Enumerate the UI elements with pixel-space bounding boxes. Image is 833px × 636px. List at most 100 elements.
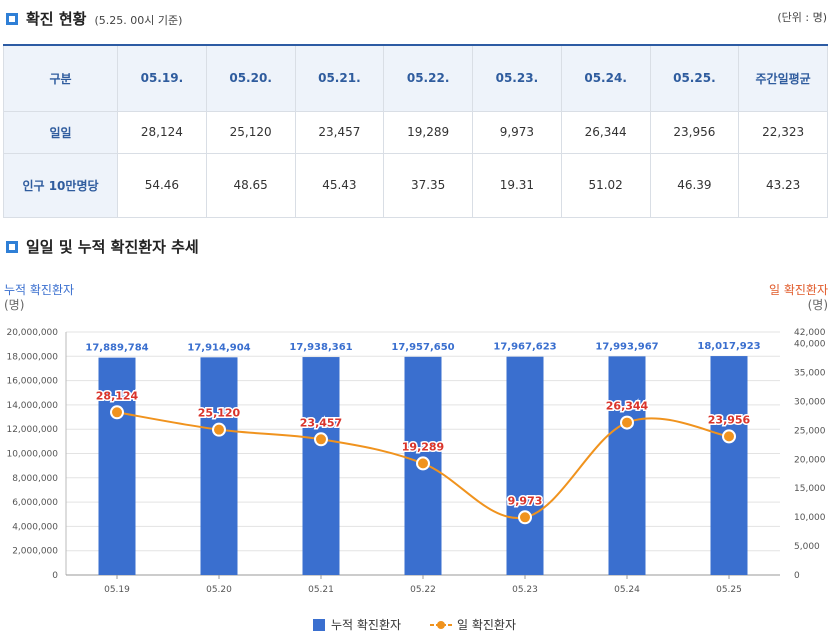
col-header: 05.22. bbox=[383, 44, 473, 112]
table-corner-header: 구분 bbox=[3, 44, 118, 112]
line-data-label: 25,120 bbox=[198, 407, 241, 420]
bar-data-label: 17,938,361 bbox=[289, 342, 352, 353]
x-tick-label: 05.22 bbox=[410, 585, 436, 595]
line-point bbox=[518, 510, 532, 525]
left-tick-label: 18,000,000 bbox=[6, 352, 58, 362]
table-cell: 37.35 bbox=[383, 152, 473, 218]
legend-bar-label: 누적 확진환자 bbox=[331, 618, 401, 632]
row-header: 일일 bbox=[3, 110, 118, 154]
line-data-label: 26,344 bbox=[606, 400, 649, 413]
x-tick-label: 05.23 bbox=[512, 585, 538, 595]
unit-label: (단위 : 명) bbox=[777, 11, 827, 24]
x-tick-label: 05.20 bbox=[206, 585, 232, 595]
table-cell: 48.65 bbox=[205, 152, 296, 218]
right-tick-label: 30,000 bbox=[794, 397, 826, 407]
col-header: 주간일평균 bbox=[738, 44, 828, 112]
bar-cumulative bbox=[200, 357, 238, 575]
status-subtitle: (5.25. 00시 기준) bbox=[94, 14, 183, 27]
x-tick-label: 05.24 bbox=[614, 585, 640, 595]
left-tick-label: 16,000,000 bbox=[6, 377, 58, 387]
line-point bbox=[110, 405, 124, 420]
table-cell: 25,120 bbox=[205, 110, 296, 154]
col-header: 05.21. bbox=[294, 44, 385, 112]
bar-data-label: 17,889,784 bbox=[85, 343, 148, 354]
table-row-per100k: 인구 10만명당 54.46 48.65 45.43 37.35 19.31 5… bbox=[3, 152, 828, 218]
status-title: 확진 현황 bbox=[26, 10, 87, 28]
right-tick-label: 0 bbox=[794, 571, 800, 581]
x-tick-label: 05.25 bbox=[716, 585, 742, 595]
bar-cumulative bbox=[98, 357, 136, 575]
right-tick-label: 35,000 bbox=[794, 369, 826, 379]
trend-title: 일일 및 누적 확진환자 추세 bbox=[26, 238, 199, 256]
x-tick-label: 05.19 bbox=[104, 585, 130, 595]
table-cell: 51.02 bbox=[560, 152, 651, 218]
table-header-row: 구분 05.19. 05.20. 05.21. 05.22. 05.23. 05… bbox=[3, 44, 828, 112]
right-axis-title: 일 확진환자 bbox=[769, 283, 828, 297]
line-data-label: 23,956 bbox=[708, 413, 751, 426]
col-header: 05.20. bbox=[205, 44, 296, 112]
table-cell: 23,457 bbox=[294, 110, 385, 154]
col-header: 05.24. bbox=[560, 44, 651, 112]
right-tick-label: 42,000 bbox=[794, 328, 826, 338]
line-point bbox=[314, 432, 328, 447]
bar-cumulative bbox=[608, 356, 646, 575]
right-tick-label: 25,000 bbox=[794, 426, 826, 436]
right-tick-label: 10,000 bbox=[794, 513, 826, 523]
bar-cumulative bbox=[302, 357, 340, 575]
table-cell: 9,973 bbox=[472, 110, 562, 154]
left-tick-label: 2,000,000 bbox=[12, 547, 58, 557]
table-cell: 19,289 bbox=[383, 110, 473, 154]
right-tick-label: 20,000 bbox=[794, 455, 826, 465]
bar-data-label: 17,993,967 bbox=[595, 341, 658, 352]
left-axis-title: 누적 확진환자 bbox=[4, 283, 74, 297]
left-tick-label: 10,000,000 bbox=[6, 450, 58, 460]
line-data-label: 19,289 bbox=[402, 440, 444, 453]
left-tick-label: 8,000,000 bbox=[12, 474, 58, 484]
table-cell: 45.43 bbox=[294, 152, 385, 218]
right-tick-label: 5,000 bbox=[794, 542, 820, 552]
table-cell: 54.46 bbox=[117, 152, 207, 218]
right-tick-label: 15,000 bbox=[794, 484, 826, 494]
line-point bbox=[620, 415, 634, 430]
legend-line-marker bbox=[437, 621, 445, 629]
section-square-icon bbox=[6, 241, 18, 253]
left-tick-label: 12,000,000 bbox=[6, 425, 58, 435]
col-header: 05.25. bbox=[649, 44, 740, 112]
table-cell: 23,956 bbox=[649, 110, 740, 154]
section-square-icon bbox=[6, 13, 18, 25]
trend-chart: 누적 확진환자(명)일 확진환자(명)02,000,0004,000,0006,… bbox=[4, 283, 828, 632]
left-axis-unit: (명) bbox=[4, 298, 24, 312]
status-section-header: 확진 현황 (5.25. 00시 기준) bbox=[6, 8, 182, 29]
legend-bar-swatch bbox=[313, 619, 325, 631]
table-cell: 22,323 bbox=[738, 110, 828, 154]
table-cell: 19.31 bbox=[472, 152, 562, 218]
bar-data-label: 18,017,923 bbox=[697, 341, 760, 352]
table-cell: 43.23 bbox=[738, 152, 828, 218]
line-data-label: 23,457 bbox=[300, 416, 342, 429]
bar-data-label: 17,967,623 bbox=[493, 342, 556, 353]
table-cell: 26,344 bbox=[560, 110, 651, 154]
line-point bbox=[722, 429, 736, 444]
right-axis-unit: (명) bbox=[808, 298, 828, 312]
table-cell: 46.39 bbox=[649, 152, 740, 218]
line-point bbox=[416, 456, 430, 471]
left-tick-label: 14,000,000 bbox=[6, 401, 58, 411]
legend-line-label: 일 확진환자 bbox=[457, 618, 516, 632]
bar-data-label: 17,914,904 bbox=[187, 342, 250, 353]
line-data-label: 28,124 bbox=[96, 389, 139, 402]
x-tick-label: 05.21 bbox=[308, 585, 334, 595]
left-tick-label: 20,000,000 bbox=[6, 328, 58, 338]
left-tick-label: 0 bbox=[52, 571, 58, 581]
table-row-daily: 일일 28,124 25,120 23,457 19,289 9,973 26,… bbox=[3, 110, 828, 154]
line-point bbox=[212, 422, 226, 437]
right-tick-label: 40,000 bbox=[794, 340, 826, 350]
stats-table: 구분 05.19. 05.20. 05.21. 05.22. 05.23. 05… bbox=[3, 44, 828, 218]
left-tick-label: 4,000,000 bbox=[12, 522, 58, 532]
col-header: 05.23. bbox=[472, 44, 562, 112]
bar-data-label: 17,957,650 bbox=[391, 342, 454, 353]
bar-cumulative bbox=[506, 356, 544, 575]
bar-cumulative bbox=[710, 356, 748, 575]
table-cell: 28,124 bbox=[117, 110, 207, 154]
line-data-label: 9,973 bbox=[508, 494, 543, 507]
row-header: 인구 10만명당 bbox=[3, 152, 118, 218]
